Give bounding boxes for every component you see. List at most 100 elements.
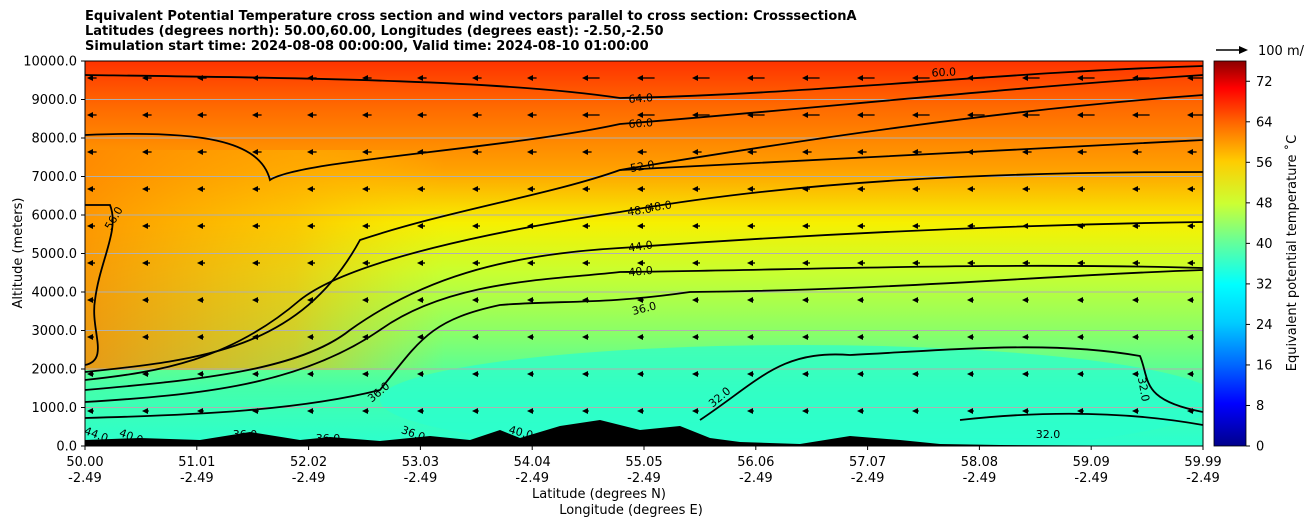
wind-vector xyxy=(252,260,260,266)
wind-vector xyxy=(527,408,534,414)
wind-vector xyxy=(252,408,259,414)
title-line-3: Simulation start time: 2024-08-08 00:00:… xyxy=(85,39,649,54)
wind-vector xyxy=(417,334,424,340)
wind-vector xyxy=(1077,334,1084,340)
wind-vector xyxy=(1022,371,1029,377)
wind-vector xyxy=(747,186,755,192)
wind-vector xyxy=(582,112,600,118)
wind-vector xyxy=(1132,371,1139,377)
wind-vector xyxy=(1187,112,1203,118)
wind-vector xyxy=(692,112,710,118)
wind-vector xyxy=(362,260,370,266)
wind-vector xyxy=(197,260,205,266)
wind-vector xyxy=(362,297,369,303)
wind-vector xyxy=(802,334,809,340)
wind-vector xyxy=(967,297,974,303)
wind-vector xyxy=(417,371,424,377)
wind-vector xyxy=(417,223,425,229)
wind-vector xyxy=(857,75,875,81)
wind-vector xyxy=(142,112,152,118)
wind-vector xyxy=(857,297,864,303)
wind-vector xyxy=(1187,297,1194,303)
wind-vector xyxy=(362,75,372,81)
wind-vector xyxy=(252,112,262,118)
wind-vector xyxy=(1077,223,1085,229)
wind-vector xyxy=(307,149,317,155)
wind-vector xyxy=(197,186,205,192)
wind-vector xyxy=(362,371,369,377)
wind-vector xyxy=(307,112,317,118)
wind-vector xyxy=(307,297,314,303)
title-line-2: Latitudes (degrees north): 50.00,60.00, … xyxy=(85,24,664,39)
wind-vector xyxy=(637,149,647,155)
y-tick-label: 10000.0 xyxy=(23,55,77,70)
wind-vector xyxy=(307,260,315,266)
quiver-key-arrowhead xyxy=(1239,46,1248,54)
wind-vector xyxy=(802,149,812,155)
wind-vector xyxy=(967,260,975,266)
wind-vector xyxy=(362,186,370,192)
contour-label: 44.0 xyxy=(627,238,653,254)
wind-vector xyxy=(747,408,754,414)
wind-vector xyxy=(472,334,479,340)
wind-vector xyxy=(1077,371,1084,377)
wind-vector xyxy=(967,371,974,377)
wind-vector xyxy=(747,260,755,266)
contour-32 xyxy=(699,346,1203,426)
wind-vector xyxy=(582,149,592,155)
wind-vector xyxy=(857,260,865,266)
wind-vector xyxy=(857,149,867,155)
contour-label: 32.0 xyxy=(1135,376,1152,402)
wind-vector xyxy=(692,334,699,340)
wind-vector xyxy=(1187,75,1203,81)
wind-vector xyxy=(1077,75,1095,81)
wind-vector xyxy=(417,149,427,155)
contour-56 xyxy=(85,94,1203,366)
wind-vector xyxy=(912,297,919,303)
wind-vector xyxy=(252,149,262,155)
wind-vector xyxy=(1187,186,1195,192)
wind-vector xyxy=(1187,334,1194,340)
wind-vector xyxy=(1077,112,1095,118)
wind-vector xyxy=(362,408,369,414)
contour-label: 64.0 xyxy=(628,91,653,106)
wind-vector xyxy=(692,149,702,155)
wind-vector xyxy=(1022,186,1030,192)
contour-64 xyxy=(85,65,1203,99)
wind-vector xyxy=(1022,297,1029,303)
wind-vector xyxy=(857,334,864,340)
cool-region-lower xyxy=(380,345,1203,446)
colorbar-ticks: 0 8 16 24 32 40 48 56 64 72 xyxy=(1246,75,1273,455)
wind-vector xyxy=(582,260,590,266)
y-axis-label: Altitude (meters) xyxy=(11,198,26,309)
y-tick-label: 1000.0 xyxy=(32,401,78,416)
wind-vector xyxy=(362,223,370,229)
wind-vector xyxy=(857,112,875,118)
quiver-key: 100 m/ xyxy=(1216,44,1305,59)
contour-label: 32.0 xyxy=(1036,428,1061,441)
wind-vector xyxy=(417,408,424,414)
wind-vector xyxy=(252,371,259,377)
grid xyxy=(85,99,1203,408)
wind-vector xyxy=(252,334,259,340)
wind-vector xyxy=(197,371,204,377)
wind-vector xyxy=(747,75,765,81)
wind-vector xyxy=(87,260,95,266)
wind-vector xyxy=(307,408,314,414)
wind-vector xyxy=(307,75,317,81)
wind-vector xyxy=(912,149,922,155)
x-tick-label-lat: 59.99 xyxy=(1184,455,1221,470)
wind-vector xyxy=(142,223,150,229)
wind-vector xyxy=(307,334,314,340)
wind-vector xyxy=(527,149,537,155)
wind-vector xyxy=(692,297,699,303)
wind-vector xyxy=(87,112,97,118)
wind-vector xyxy=(197,149,207,155)
wind-vector xyxy=(87,223,95,229)
y-tick-label: 0.0 xyxy=(56,440,77,455)
x-tick-label-lat: 57.07 xyxy=(849,455,886,470)
contour-label: 48.0 xyxy=(626,202,652,218)
wind-vector xyxy=(1132,112,1150,118)
wind-vector xyxy=(912,112,930,118)
wind-vector xyxy=(637,297,644,303)
